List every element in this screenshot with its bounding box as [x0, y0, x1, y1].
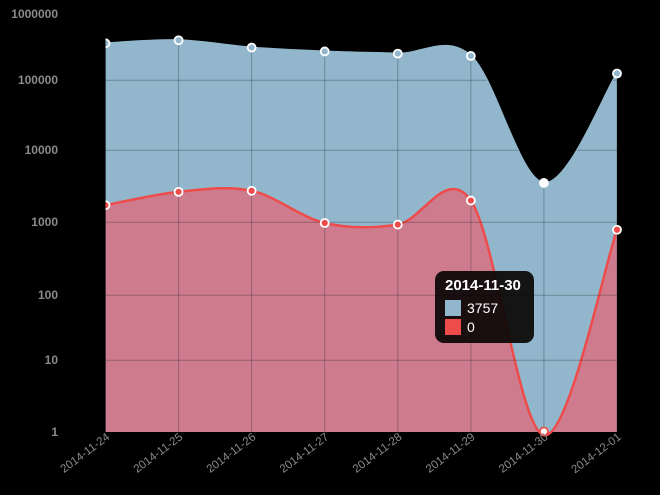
svg-text:10000: 10000 [25, 143, 59, 157]
svg-text:1000: 1000 [31, 215, 58, 229]
svg-text:1: 1 [51, 425, 58, 439]
svg-text:1000000: 1000000 [11, 7, 58, 21]
svg-text:100000: 100000 [18, 73, 58, 87]
svg-text:100: 100 [38, 288, 58, 302]
svg-text:10: 10 [45, 353, 59, 367]
